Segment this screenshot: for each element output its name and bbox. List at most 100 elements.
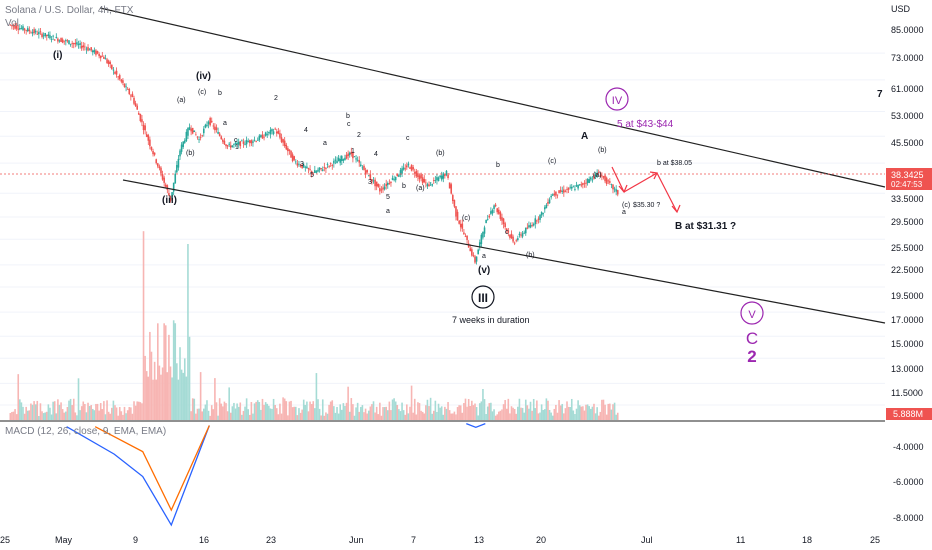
volume-bar	[356, 402, 359, 420]
volume-bar	[36, 400, 39, 420]
macd-label[interactable]: MACD (12, 26, close, 9, EMA, EMA)	[5, 426, 167, 437]
volume-bar	[439, 407, 441, 420]
candle-body	[209, 118, 211, 126]
volume-bar	[38, 415, 40, 420]
volume-bar	[141, 403, 143, 420]
label-wave-i: (i)	[53, 50, 62, 61]
candle-body	[452, 195, 454, 201]
time-tick: 7	[411, 535, 416, 545]
candle-body	[74, 42, 77, 45]
candle-body	[214, 126, 216, 131]
candle-body	[131, 93, 134, 98]
macd-tick: -6.0000	[893, 477, 924, 487]
time-tick: 18	[802, 535, 812, 545]
sub-label-a-paren: (a)	[593, 172, 602, 179]
candle-body	[36, 33, 39, 35]
volume-bar	[423, 413, 426, 420]
volume-bar	[502, 404, 505, 420]
volume-bar	[84, 404, 86, 420]
candle-body	[153, 152, 156, 155]
volume-bar	[475, 407, 478, 420]
volume-bar	[401, 402, 403, 420]
candle-body	[144, 125, 146, 131]
volume-bar	[136, 401, 138, 420]
candle-body	[280, 137, 283, 142]
candle-body	[372, 180, 375, 182]
volume-bar	[214, 378, 216, 420]
candle-body	[106, 59, 108, 64]
volume-bar	[588, 406, 591, 420]
volume-bar	[393, 398, 395, 420]
volume-bar	[171, 377, 173, 420]
volume-bar	[317, 399, 319, 420]
candle-body	[331, 164, 334, 166]
candle-body	[371, 179, 373, 182]
candle-body	[388, 183, 391, 185]
candle-body	[488, 215, 491, 218]
channel-upper-line[interactable]	[99, 7, 886, 188]
volume-bar	[298, 408, 300, 420]
candle-body	[174, 173, 177, 184]
volume-bar	[459, 405, 462, 420]
candle-body	[310, 170, 313, 174]
volume-bar	[426, 399, 429, 420]
candle-body	[612, 184, 614, 190]
candle-body	[366, 169, 368, 173]
candle-body	[263, 136, 265, 138]
candle-body	[350, 151, 353, 155]
volume-bar	[428, 406, 430, 420]
volume-bar	[345, 402, 348, 420]
candle-body	[271, 129, 273, 132]
candle-body	[439, 175, 441, 178]
circle-wave-V	[740, 301, 764, 325]
volume-bar	[329, 401, 332, 420]
volume-bar	[577, 400, 579, 420]
candle-body	[71, 43, 73, 44]
candle-body	[112, 69, 115, 71]
candle-body	[93, 50, 96, 53]
volume-bar	[177, 379, 180, 420]
candle-body	[463, 232, 465, 235]
channel-lower-line[interactable]	[122, 179, 886, 324]
candle-body	[179, 150, 181, 157]
label-B-target: B at $31.31 ?	[675, 221, 736, 232]
grid-lines	[0, 52, 885, 406]
volume-bar	[174, 323, 177, 420]
candle-body	[399, 170, 402, 176]
time-tick: 13	[474, 535, 484, 545]
circle-wave-IV	[605, 87, 629, 111]
volume-bar	[260, 409, 262, 420]
volume-bar	[164, 325, 167, 420]
volume-bar	[209, 415, 211, 420]
volume-bar	[60, 402, 62, 420]
volume-bar	[272, 398, 275, 420]
candle-body	[574, 188, 576, 190]
volume-bar	[296, 415, 299, 420]
volume-bar	[385, 406, 387, 420]
candle-body	[14, 25, 16, 29]
candle-body	[298, 163, 300, 165]
volume-bar	[483, 399, 486, 420]
candle-body	[610, 184, 613, 185]
candle-body	[558, 190, 560, 194]
volume-bar	[87, 402, 89, 420]
volume-bar	[52, 401, 54, 420]
time-tick: 9	[133, 535, 138, 545]
volume-bar	[22, 406, 24, 420]
time-axis: 25 May 9 16 23 Jun 7 13 20 Jul 11 18 25	[0, 535, 880, 545]
candle-body	[115, 70, 118, 75]
candle-body	[11, 25, 13, 27]
candle-body	[199, 137, 202, 139]
sub-label-b-paren-2: (b)	[598, 147, 607, 154]
symbol-title[interactable]: Solana / U.S. Dollar, 4h, FTX	[5, 5, 134, 16]
candle-body	[464, 236, 467, 238]
volume-bar	[498, 411, 500, 420]
candle-body	[17, 28, 20, 30]
sub-label: (c)	[198, 89, 206, 96]
candle-body	[149, 139, 151, 147]
macd-line-tail	[466, 423, 486, 429]
candle-body	[494, 204, 497, 207]
candle-body	[386, 183, 389, 186]
volume-bar	[406, 404, 408, 420]
